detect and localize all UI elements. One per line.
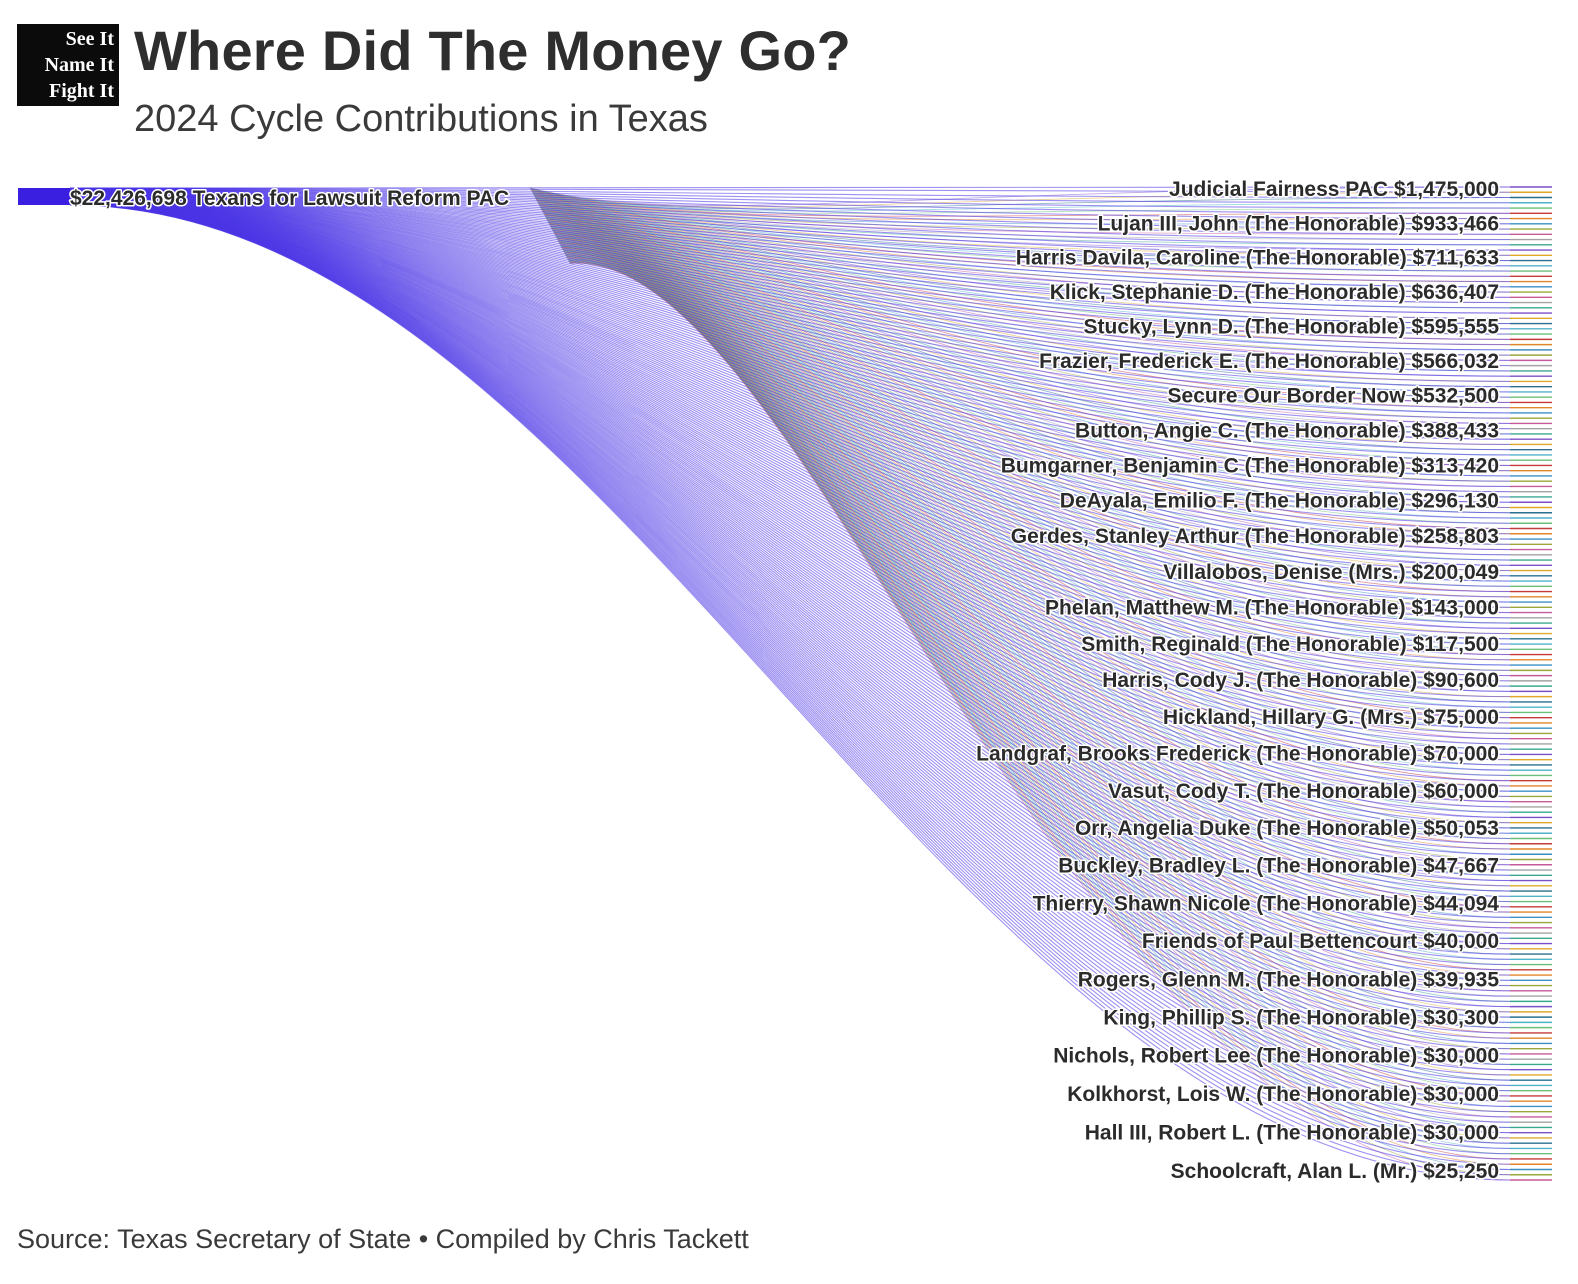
recipient-label: Lujan III, John (The Honorable) $933,466 (1098, 212, 1499, 235)
logo-line-1: See It (65, 28, 114, 50)
recipient-link (532, 193, 1511, 262)
recipient-link (531, 190, 1511, 225)
recipient-label: Friends of Paul Bettencourt $40,000 (1142, 930, 1499, 953)
source-note: Source: Texas Secretary of State • Compi… (17, 1224, 749, 1254)
recipient-link (532, 191, 1511, 246)
chart-title: Where Did The Money Go? (134, 19, 852, 82)
recipient-label: Harris Davila, Caroline (The Honorable) … (1016, 247, 1499, 270)
sankey-chart: $22,426,698 Texans for Lawsuit Reform PA… (18, 177, 1552, 1185)
logo-line-2: Name It (44, 54, 114, 76)
recipient-label: Gerdes, Stanley Arthur (The Honorable) $… (1011, 525, 1499, 548)
recipient-label: Landgraf, Brooks Frederick (The Honorabl… (976, 743, 1499, 766)
recipient-label: King, Phillip S. (The Honorable) $30,300 (1103, 1006, 1499, 1029)
recipient-label: Buckley, Bradley L. (The Honorable) $47,… (1058, 855, 1499, 878)
recipient-label: Harris, Cody J. (The Honorable) $90,600 (1102, 669, 1499, 692)
recipient-link (533, 193, 1511, 267)
recipient-label: Klick, Stephanie D. (The Honorable) $636… (1050, 281, 1499, 304)
recipient-labels: Judicial Fairness PAC $1,475,000 Lujan II… (975, 177, 1501, 1185)
flow-link (69, 204, 1511, 1181)
recipient-link (536, 199, 1511, 346)
recipient-label: Schoolcraft, Alan L. (Mr.) $25,250 (1171, 1160, 1499, 1183)
recipient-link (532, 191, 1511, 240)
recipient-label: Phelan, Matthew M. (The Honorable) $143,… (1045, 597, 1499, 620)
recipient-label: Hickland, Hillary G. (Mrs.) $75,000 (1163, 706, 1499, 729)
recipient-label: Secure Our Border Now $532,500 (1168, 385, 1499, 408)
recipient-label: Judicial Fairness PAC $1,475,000 (1169, 178, 1499, 201)
recipient-label: Smith, Reginald (The Honorable) $117,500 (1081, 633, 1499, 656)
recipient-label: Button, Angie C. (The Honorable) $388,43… (1075, 419, 1499, 442)
logo-line-3: Fight It (49, 80, 114, 102)
recipient-label: Frazier, Frederick E. (The Honorable) $5… (1039, 350, 1499, 373)
recipient-label: Villalobos, Denise (Mrs.) $200,049 (1163, 561, 1499, 584)
recipient-label: Vasut, Cody T. (The Honorable) $60,000 (1108, 780, 1499, 803)
chart-subtitle: 2024 Cycle Contributions in Texas (134, 98, 708, 140)
recipient-label: Orr, Angelia Duke (The Honorable) $50,05… (1075, 817, 1499, 840)
recipient-label: Bumgarner, Benjamin C (The Honorable) $3… (1001, 455, 1499, 478)
recipient-label: DeAyala, Emilio F. (The Honorable) $296,… (1060, 490, 1499, 513)
recipient-label: Thierry, Shawn Nicole (The Honorable) $4… (1033, 892, 1500, 915)
recipient-label: Rogers, Glenn M. (The Honorable) $39,935 (1078, 968, 1500, 991)
recipient-label: Kolkhorst, Lois W. (The Honorable) $30,0… (1067, 1083, 1499, 1106)
recipient-link (536, 199, 1511, 340)
flow-link (69, 187, 1511, 199)
source-label: $22,426,698 Texans for Lawsuit Reform PA… (70, 187, 509, 210)
recipient-terminals (1510, 186, 1552, 1181)
source-node (18, 188, 70, 205)
flow-band (69, 186, 1511, 1181)
brand-logo: See It Name It Fight It (17, 24, 119, 106)
recipient-label: Stucky, Lynn D. (The Honorable) $595,555 (1084, 315, 1500, 338)
recipient-link (531, 189, 1511, 221)
recipient-label: Nichols, Robert Lee (The Honorable) $30,… (1053, 1045, 1499, 1068)
recipient-label: Hall III, Robert L. (The Honorable) $30,… (1085, 1122, 1499, 1145)
